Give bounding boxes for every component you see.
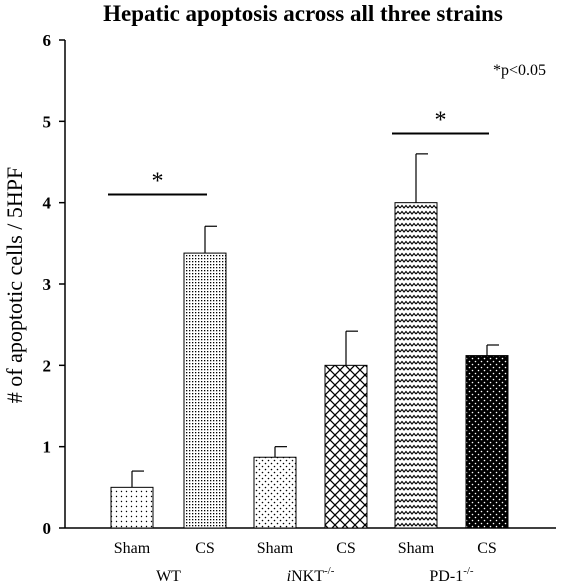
bar bbox=[465, 355, 509, 529]
significance-note: *p<0.05 bbox=[493, 62, 546, 79]
x-tick-label: Sham bbox=[114, 540, 151, 557]
x-tick-label: CS bbox=[195, 540, 215, 557]
bar bbox=[183, 252, 227, 529]
y-tick-label: 1 bbox=[43, 438, 52, 457]
bar bbox=[253, 456, 297, 529]
y-tick-label: 3 bbox=[43, 275, 52, 294]
significance-star: * bbox=[152, 169, 164, 195]
x-tick-label: Sham bbox=[398, 540, 435, 557]
bar bbox=[324, 364, 368, 529]
group-label: WT bbox=[156, 568, 181, 585]
group-label-text: WT bbox=[156, 568, 181, 585]
bars bbox=[110, 153, 509, 529]
y-tick-label: 4 bbox=[43, 194, 52, 213]
bar bbox=[394, 202, 438, 529]
x-tick-label: Sham bbox=[257, 540, 294, 557]
y-axis-label: # of apoptotic cells / 5HPF bbox=[2, 167, 27, 403]
y-tick-label: 5 bbox=[43, 112, 52, 131]
group-label: iNKT-/- bbox=[287, 565, 335, 585]
group-label-text: NKT bbox=[291, 568, 324, 585]
chart-title: Hepatic apoptosis across all three strai… bbox=[103, 1, 503, 26]
group-label-superscript: -/- bbox=[324, 565, 335, 577]
x-tick-label: CS bbox=[336, 540, 356, 557]
bar bbox=[110, 486, 154, 529]
group-label: PD-1-/- bbox=[429, 565, 474, 585]
group-label-text: PD-1 bbox=[429, 568, 463, 585]
y-tick-label: 2 bbox=[43, 356, 52, 375]
group-label-superscript: -/- bbox=[463, 565, 474, 577]
x-tick-label: CS bbox=[477, 540, 497, 557]
y-tick-label: 0 bbox=[43, 519, 52, 538]
significance-markers: ** bbox=[108, 108, 489, 196]
group-label-prefix: i bbox=[287, 568, 291, 585]
significance-star: * bbox=[435, 108, 447, 134]
y-tick-label: 6 bbox=[43, 31, 52, 50]
